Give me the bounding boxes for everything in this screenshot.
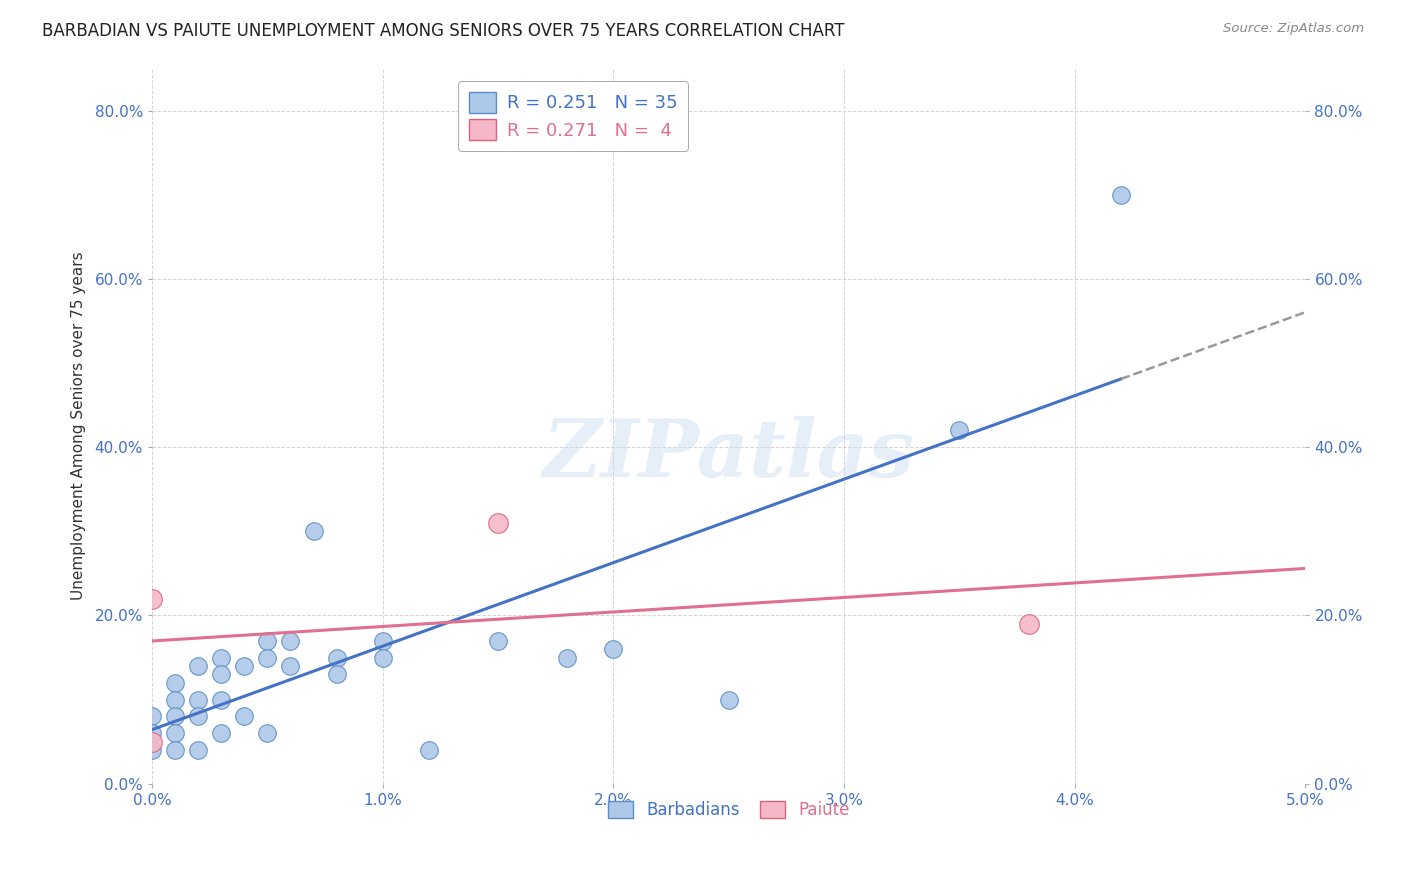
Point [555,650,578,665]
Point [280,633,302,648]
Point [717,692,740,706]
Point [371,650,394,665]
Point [209,650,232,665]
Point [325,650,347,665]
Point [187,709,209,723]
Point [486,516,509,530]
Point [418,743,440,757]
Point [141,591,163,606]
Point [165,675,187,690]
Point [165,709,187,723]
Point [165,743,187,757]
Point [325,667,347,681]
Point [165,726,187,740]
Point [187,743,209,757]
Point [280,659,302,673]
Point [233,709,256,723]
Point [187,692,209,706]
Point [256,726,278,740]
Point [486,633,509,648]
Legend: Barbadians, Paiute: Barbadians, Paiute [602,794,856,825]
Point [371,633,394,648]
Point [209,726,232,740]
Point [141,743,163,757]
Text: BARBADIAN VS PAIUTE UNEMPLOYMENT AMONG SENIORS OVER 75 YEARS CORRELATION CHART: BARBADIAN VS PAIUTE UNEMPLOYMENT AMONG S… [42,22,845,40]
Text: Source: ZipAtlas.com: Source: ZipAtlas.com [1223,22,1364,36]
Point [302,524,325,539]
Point [256,650,278,665]
Point [209,692,232,706]
Point [1109,187,1132,202]
Point [602,642,624,657]
Point [141,709,163,723]
Point [256,633,278,648]
Point [209,667,232,681]
Point [1018,616,1040,631]
Point [165,692,187,706]
Point [141,734,163,748]
Text: ZIPatlas: ZIPatlas [543,416,915,493]
Point [948,423,970,437]
Point [187,659,209,673]
Y-axis label: Unemployment Among Seniors over 75 years: Unemployment Among Seniors over 75 years [72,252,86,600]
Point [233,659,256,673]
Point [141,726,163,740]
